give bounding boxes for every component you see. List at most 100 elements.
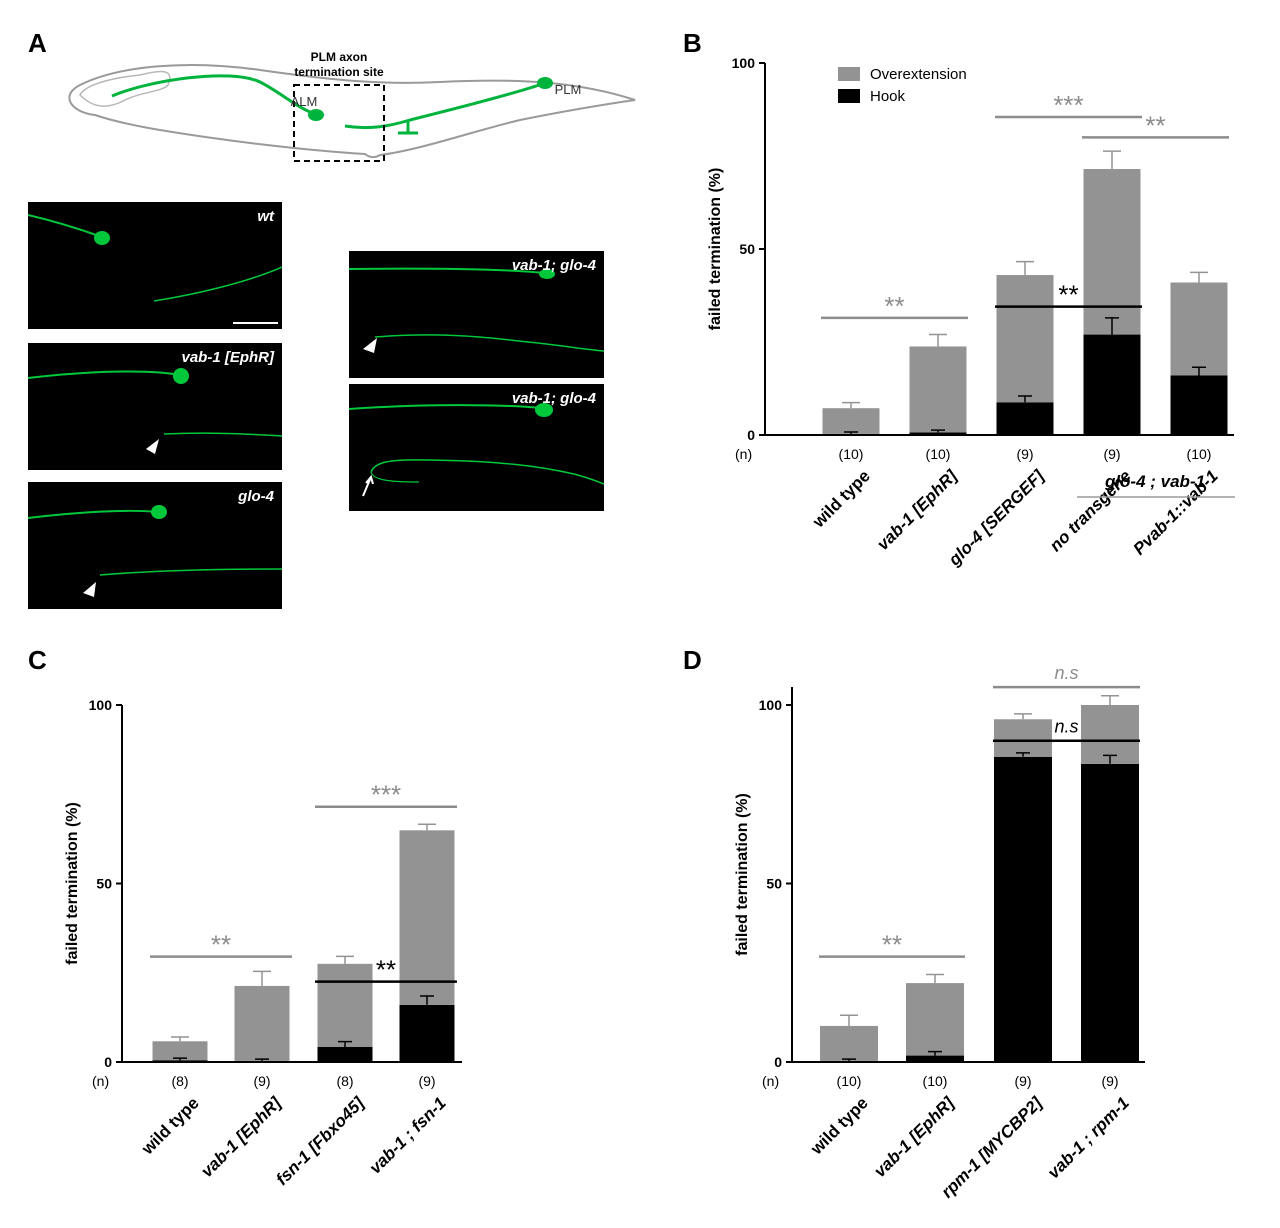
- c-error-bar-hook: [173, 1057, 187, 1061]
- d-bar-hook: [906, 1055, 964, 1062]
- micrograph-double-2: vab-1; glo-4: [349, 384, 604, 511]
- c-n-value: (9): [253, 1073, 270, 1089]
- pharynx-outline: [79, 70, 171, 107]
- b-bar-overextension: [996, 275, 1054, 403]
- micrograph-label-wt: wt: [257, 208, 274, 225]
- micrograph-label-double-1: vab-1; glo-4: [511, 257, 596, 274]
- b-category-label: glo-4 [SERGEF]: [944, 465, 1049, 570]
- arrow-icon: [362, 474, 374, 497]
- alm-cell-body: [308, 109, 324, 121]
- arrowhead-icon: [146, 439, 159, 454]
- c-bar-hook: [234, 1060, 290, 1062]
- b-n-value: (10): [926, 446, 951, 462]
- micrograph-vab1: vab-1 [EphR]: [28, 343, 282, 470]
- d-category-label: wild type: [806, 1093, 872, 1159]
- c-bar-hook: [399, 1004, 455, 1062]
- d-error-bar-overextension: [1014, 713, 1032, 720]
- panel-c-letter: C: [28, 645, 47, 675]
- d-y-tick-label: 100: [759, 697, 783, 713]
- b-error-bar-hook: [844, 431, 858, 434]
- arrowhead-icon: [363, 338, 377, 353]
- d-significance-label: n.s: [1054, 717, 1078, 737]
- d-significance-label: **: [882, 930, 902, 960]
- b-y-tick-label: 100: [732, 55, 756, 71]
- c-error-bar-overextension: [253, 970, 271, 986]
- plm-cell-body: [537, 77, 553, 89]
- d-n-value: (10): [923, 1073, 948, 1089]
- b-significance-label: **: [1058, 280, 1078, 310]
- micrograph-label-double-2: vab-1; glo-4: [511, 390, 596, 407]
- panel-d-letter: D: [683, 645, 702, 675]
- c-category-label: wild type: [137, 1093, 203, 1159]
- b-n-value: (10): [839, 446, 864, 462]
- c-error-bar-hook: [420, 995, 434, 1005]
- c-error-bar-overextension: [336, 955, 354, 964]
- c-bar-hook: [317, 1047, 373, 1062]
- c-category-label: vab-1 [EphR]: [197, 1092, 286, 1181]
- d-bar-hook: [820, 1060, 878, 1062]
- micrograph-double-1: vab-1; glo-4: [349, 251, 604, 378]
- d-error-bar-hook: [842, 1058, 856, 1061]
- arrowhead-icon: [83, 582, 96, 597]
- d-bar-hook: [1081, 763, 1139, 1062]
- c-category-label: vab-1 ; fsn-1: [366, 1093, 450, 1177]
- b-error-bar-overextension: [929, 333, 947, 347]
- c-n-value: (8): [336, 1073, 353, 1089]
- legend-label-hook: Hook: [870, 88, 906, 105]
- b-error-bar-hook: [1018, 395, 1032, 403]
- d-error-bar-hook: [1103, 754, 1117, 764]
- d-n-value: (10): [837, 1073, 862, 1089]
- b-y-tick-label: 50: [739, 241, 755, 257]
- b-error-bar-hook: [1105, 317, 1119, 335]
- c-significance-label: **: [211, 930, 231, 960]
- b-y-axis-label: failed termination (%): [707, 168, 724, 331]
- c-error-bar-overextension: [171, 1036, 189, 1042]
- b-group-label: glo-4 ; vab-1: [1104, 472, 1205, 491]
- alm-neuron-axon: [111, 74, 317, 116]
- c-error-bar-overextension: [418, 823, 436, 831]
- b-bar-overextension: [822, 408, 880, 434]
- b-error-bar-overextension: [1016, 260, 1034, 276]
- b-significance-label: **: [884, 291, 904, 321]
- b-error-bar-overextension: [1190, 271, 1208, 283]
- plm-synaptic-branch: [398, 120, 418, 135]
- d-y-axis-label: failed termination (%): [734, 793, 751, 956]
- c-bar-overextension: [152, 1041, 208, 1061]
- b-error-bar-overextension: [1103, 150, 1121, 170]
- site-label-line1: PLM axon: [311, 50, 368, 64]
- b-bar-hook: [1170, 375, 1228, 435]
- c-bar-overextension: [317, 963, 373, 1048]
- b-bar-overextension: [1170, 282, 1228, 376]
- b-category-label: wild type: [808, 466, 874, 532]
- d-error-bar-overextension: [1101, 694, 1119, 705]
- c-bar-hook: [152, 1060, 208, 1062]
- b-error-bar-overextension: [842, 401, 860, 409]
- d-category-label: vab-1 [EphR]: [870, 1092, 959, 1181]
- legend-label-overextension: Overextension: [870, 66, 967, 83]
- b-significance-label: **: [1145, 110, 1165, 140]
- d-error-bar-hook: [1016, 752, 1030, 757]
- c-n-label: (n): [92, 1073, 109, 1089]
- c-category-label: fsn-1 [Fbxo45]: [272, 1092, 369, 1189]
- b-bar-hook: [1083, 334, 1141, 435]
- b-n-value: (9): [1103, 446, 1120, 462]
- b-error-bar-hook: [931, 429, 945, 433]
- c-y-tick-label: 0: [104, 1054, 112, 1070]
- c-y-axis-label: failed termination (%): [64, 802, 81, 965]
- plm-label: PLM: [555, 82, 582, 97]
- d-bar-overextension: [820, 1025, 878, 1061]
- c-n-value: (9): [418, 1073, 435, 1089]
- b-significance-label: ***: [1053, 90, 1083, 120]
- legend-swatch-hook: [838, 89, 860, 103]
- d-y-tick-label: 50: [766, 876, 782, 892]
- b-n-label: (n): [735, 446, 752, 462]
- d-bar-overextension: [994, 719, 1052, 757]
- worm-body-outline: [68, 64, 636, 159]
- b-bar-overextension: [909, 346, 967, 433]
- b-n-value: (10): [1187, 446, 1212, 462]
- site-label-line2: termination site: [294, 65, 384, 79]
- c-bar-overextension: [399, 830, 455, 1005]
- b-error-bar-hook: [1192, 366, 1206, 376]
- worm-schematic: PLM axon termination site ALM PLM: [68, 50, 636, 162]
